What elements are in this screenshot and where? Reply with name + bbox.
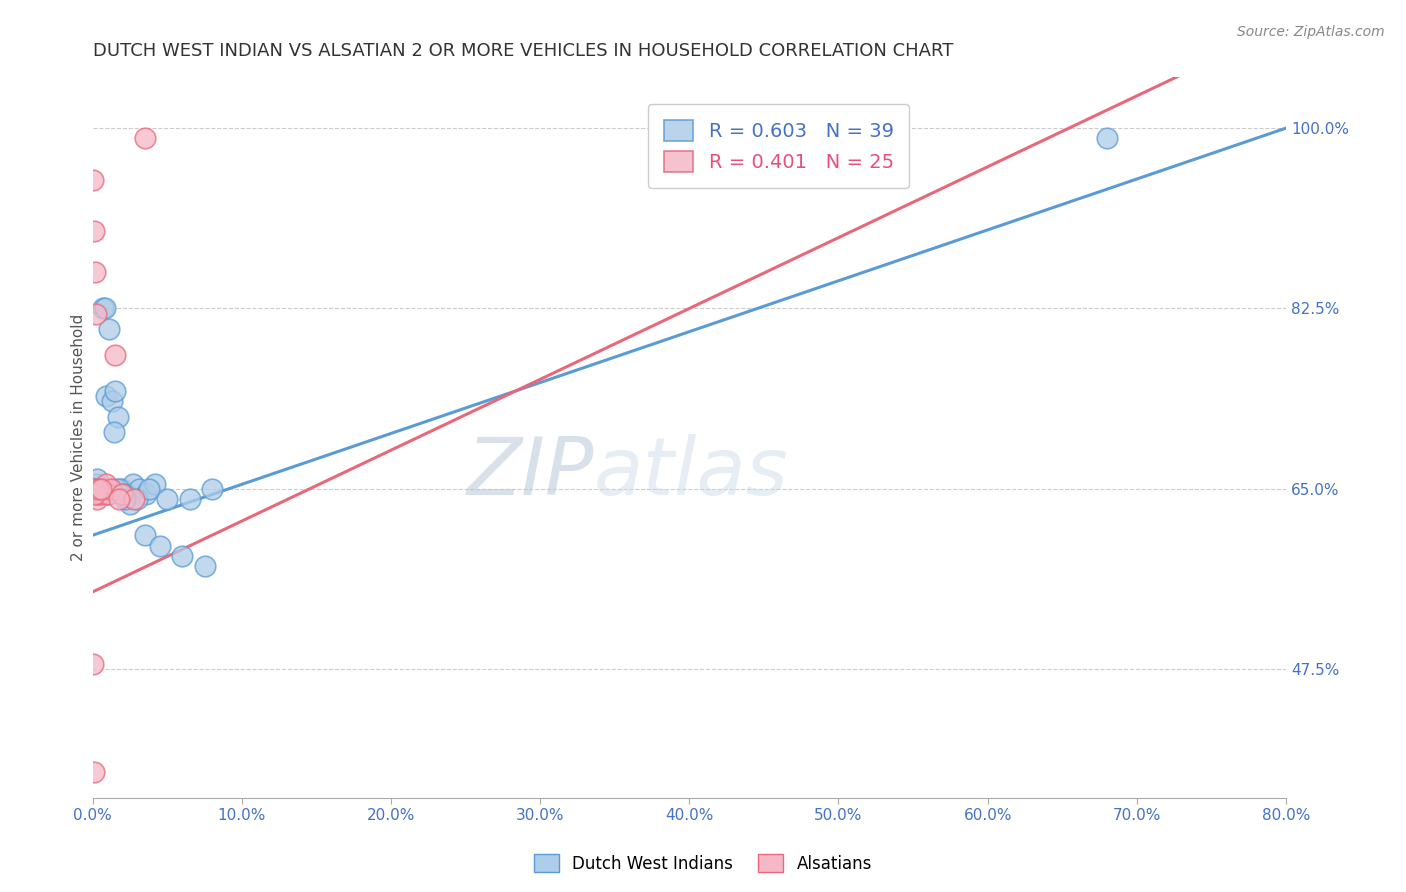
- Point: [118, 497, 141, 511]
- Text: atlas: atlas: [593, 434, 789, 512]
- Point: [84, 487, 107, 501]
- Point: [101, 394, 124, 409]
- Point: [115, 487, 138, 501]
- Point: [108, 482, 131, 496]
- Point: [91, 482, 114, 496]
- Text: ZIP: ZIP: [467, 434, 593, 512]
- Point: [83, 224, 105, 238]
- Point: [100, 482, 122, 496]
- Point: [90, 482, 112, 496]
- Point: [83, 765, 105, 780]
- Point: [94, 389, 117, 403]
- Point: [86, 487, 108, 501]
- Point: [90, 487, 112, 501]
- Point: [84, 476, 107, 491]
- Point: [93, 301, 115, 316]
- Point: [89, 482, 111, 496]
- Point: [128, 482, 150, 496]
- Point: [111, 487, 134, 501]
- Point: [86, 471, 108, 485]
- Point: [96, 487, 118, 501]
- Point: [127, 492, 149, 507]
- Point: [103, 425, 125, 440]
- Point: [94, 476, 117, 491]
- Point: [143, 476, 166, 491]
- Point: [193, 559, 215, 574]
- Y-axis label: 2 or more Vehicles in Household: 2 or more Vehicles in Household: [72, 314, 86, 561]
- Legend: Dutch West Indians, Alsatians: Dutch West Indians, Alsatians: [527, 847, 879, 880]
- Text: Source: ZipAtlas.com: Source: ZipAtlas.com: [1237, 25, 1385, 39]
- Point: [172, 549, 194, 563]
- Point: [86, 487, 108, 501]
- Point: [83, 482, 105, 496]
- Point: [91, 301, 114, 316]
- Point: [87, 482, 110, 496]
- Point: [83, 482, 105, 496]
- Point: [100, 482, 122, 496]
- Point: [82, 172, 104, 186]
- Point: [105, 482, 128, 496]
- Point: [83, 482, 105, 496]
- Point: [108, 492, 131, 507]
- Point: [96, 487, 118, 501]
- Point: [112, 487, 135, 501]
- Point: [1095, 131, 1118, 145]
- Point: [98, 322, 121, 336]
- Point: [82, 657, 104, 671]
- Text: DUTCH WEST INDIAN VS ALSATIAN 2 OR MORE VEHICLES IN HOUSEHOLD CORRELATION CHART: DUTCH WEST INDIAN VS ALSATIAN 2 OR MORE …: [93, 42, 953, 60]
- Legend: R = 0.603   N = 39, R = 0.401   N = 25: R = 0.603 N = 39, R = 0.401 N = 25: [648, 104, 910, 187]
- Point: [135, 487, 157, 501]
- Point: [83, 265, 105, 279]
- Point: [111, 482, 134, 496]
- Point: [149, 539, 172, 553]
- Point: [124, 492, 146, 507]
- Point: [104, 348, 127, 362]
- Point: [84, 307, 107, 321]
- Point: [134, 528, 156, 542]
- Point: [122, 476, 145, 491]
- Point: [86, 492, 108, 507]
- Point: [93, 482, 115, 496]
- Point: [201, 482, 224, 496]
- Point: [179, 492, 201, 507]
- Point: [114, 492, 136, 507]
- Point: [87, 487, 110, 501]
- Point: [156, 492, 179, 507]
- Point: [107, 409, 129, 424]
- Point: [87, 482, 110, 496]
- Point: [89, 482, 111, 496]
- Point: [134, 131, 156, 145]
- Point: [104, 384, 127, 398]
- Point: [90, 482, 112, 496]
- Point: [138, 482, 160, 496]
